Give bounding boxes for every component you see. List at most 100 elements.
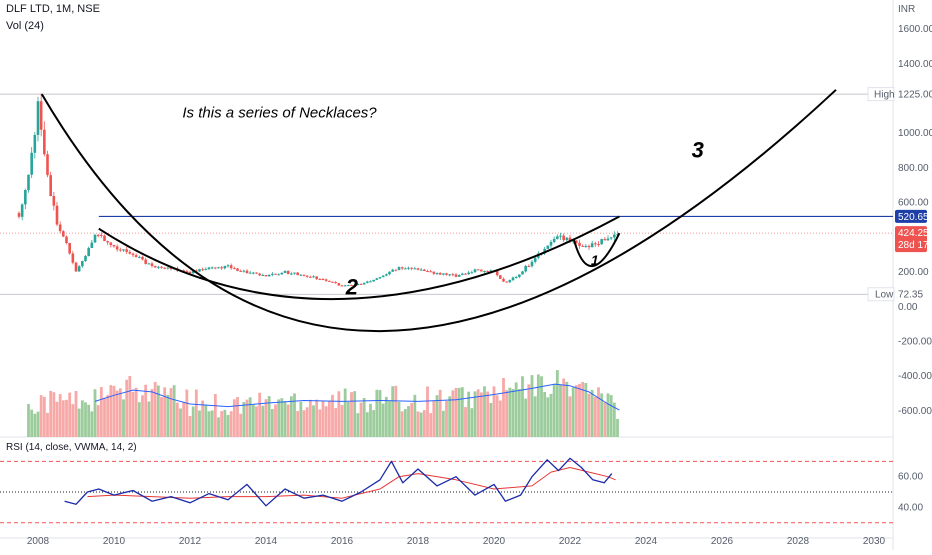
candle-body bbox=[483, 270, 486, 272]
volume-bar bbox=[483, 386, 486, 437]
volume-bar bbox=[118, 388, 122, 437]
candle-body bbox=[337, 283, 341, 286]
price-tick: 1000.00 bbox=[898, 128, 932, 139]
volume-bar bbox=[540, 376, 543, 437]
volume-bar bbox=[378, 390, 382, 437]
volume-bar bbox=[448, 396, 452, 437]
candle-body bbox=[283, 270, 287, 273]
candle-body bbox=[305, 275, 309, 277]
candle-body bbox=[575, 240, 578, 243]
candle-body bbox=[103, 235, 106, 242]
volume-bar bbox=[296, 411, 300, 437]
volume-bar bbox=[245, 399, 249, 437]
volume-bar bbox=[166, 394, 170, 437]
volume-bar bbox=[600, 393, 604, 437]
volume-bar bbox=[597, 387, 600, 437]
volume-bar bbox=[470, 408, 474, 437]
candle-body bbox=[90, 242, 94, 249]
time-tick-2014: 2014 bbox=[255, 536, 278, 547]
candle-body bbox=[71, 253, 75, 263]
candle-body bbox=[416, 268, 420, 270]
candle-body bbox=[77, 266, 81, 272]
candle-body bbox=[55, 205, 59, 225]
candle-body bbox=[369, 281, 372, 283]
candle-body bbox=[220, 267, 223, 269]
volume-bar bbox=[305, 407, 309, 437]
candle-body bbox=[571, 240, 575, 242]
volume-bar bbox=[438, 389, 442, 437]
candle-body bbox=[182, 270, 185, 272]
candle-body bbox=[242, 270, 246, 272]
annotation-label-1: 1 bbox=[591, 252, 599, 268]
time-tick-2022: 2022 bbox=[559, 536, 582, 547]
candle-body bbox=[267, 274, 271, 277]
volume-bar bbox=[441, 410, 445, 437]
candle-body bbox=[62, 231, 65, 237]
volume-bar bbox=[160, 397, 163, 437]
volume-bar bbox=[229, 411, 233, 437]
volume-bar bbox=[261, 405, 265, 437]
candle-body bbox=[131, 253, 135, 256]
volume-bar bbox=[521, 376, 524, 437]
volume-bar bbox=[429, 413, 433, 437]
volume-bar bbox=[467, 391, 471, 437]
volume-bar bbox=[49, 390, 53, 437]
volume-bar bbox=[527, 384, 531, 437]
volume-bar bbox=[533, 396, 537, 437]
candle-body bbox=[451, 274, 455, 276]
volume-bar bbox=[84, 402, 87, 437]
volume-bar bbox=[312, 405, 315, 437]
volume-bar bbox=[61, 400, 65, 437]
candle-body bbox=[93, 234, 97, 243]
volume-bar bbox=[106, 395, 110, 437]
candle-body bbox=[20, 204, 24, 217]
candle-body bbox=[128, 251, 132, 254]
candle-body bbox=[442, 273, 445, 275]
volume-bar bbox=[141, 395, 144, 437]
volume-bar bbox=[454, 387, 458, 437]
volume-bar bbox=[286, 404, 290, 437]
candle-body bbox=[423, 269, 426, 272]
volume-bar bbox=[52, 392, 56, 437]
candle-body bbox=[518, 274, 521, 277]
volume-bar bbox=[283, 401, 287, 437]
volume-bar bbox=[293, 393, 296, 437]
volume-bar bbox=[546, 397, 550, 437]
rsi-line bbox=[64, 457, 613, 507]
candle-body bbox=[556, 236, 559, 239]
candle-body bbox=[495, 270, 499, 276]
volume-bar bbox=[315, 399, 319, 437]
candle-body bbox=[17, 213, 21, 217]
price-tick: 600.00 bbox=[898, 198, 929, 209]
volume-bar bbox=[267, 396, 271, 437]
candle-body bbox=[109, 242, 113, 246]
candle-body bbox=[600, 239, 603, 245]
candle-body bbox=[432, 271, 436, 274]
volume-bar bbox=[502, 377, 505, 437]
candle-body bbox=[372, 279, 375, 282]
candle-body bbox=[499, 275, 502, 279]
time-tick-2010: 2010 bbox=[103, 536, 126, 547]
candle-body bbox=[530, 261, 534, 267]
volume-bar bbox=[255, 406, 258, 437]
candle-body bbox=[122, 249, 125, 251]
candle-body bbox=[33, 134, 37, 153]
candle-body bbox=[207, 267, 211, 270]
high-badge: High bbox=[874, 90, 895, 101]
volume-bar bbox=[96, 405, 100, 437]
candle-body bbox=[470, 272, 474, 274]
volume-bar bbox=[388, 401, 391, 437]
low-badge-bg bbox=[867, 287, 895, 302]
volume-bar bbox=[416, 411, 420, 437]
volume-bar bbox=[198, 410, 201, 437]
candle-body bbox=[39, 101, 43, 130]
volume-bar bbox=[350, 392, 353, 437]
volume-bar bbox=[264, 399, 268, 437]
volume-bar bbox=[397, 401, 401, 437]
volume-bar bbox=[318, 409, 322, 437]
volume-bar bbox=[486, 391, 490, 437]
candle-body bbox=[597, 244, 600, 246]
volume-bar bbox=[353, 391, 357, 437]
candle-body bbox=[65, 236, 68, 244]
